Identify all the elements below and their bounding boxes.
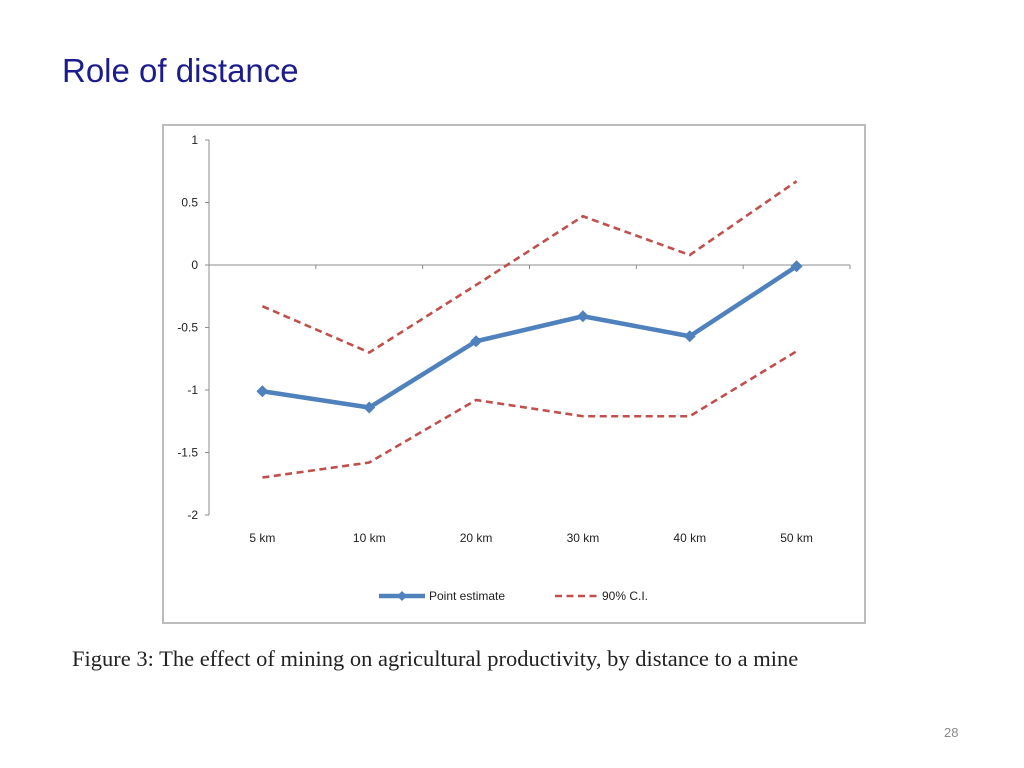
- ci-line: [262, 350, 798, 479]
- point-estimate-line: [260, 264, 799, 410]
- legend-point-estimate-label: Point estimate: [429, 589, 505, 603]
- x-tick-label: 10 km: [353, 531, 386, 545]
- figure-caption: Figure 3: The effect of mining on agricu…: [72, 646, 799, 671]
- point-estimate-marker: [256, 385, 269, 398]
- chart-frame: 1 0.5 0 -0.5 -1 -1.5 -2 5 km 10 km 20 km 30 km 40 k…: [162, 124, 866, 624]
- legend-point-estimate-marker: [397, 591, 407, 601]
- y-tick-label: -0.5: [177, 321, 198, 335]
- page-number: 28: [944, 725, 959, 740]
- x-tick-label: 40 km: [673, 531, 706, 545]
- y-tick-label: -1.5: [177, 446, 198, 460]
- y-tick-label: 1: [191, 133, 198, 147]
- y-tick-label: 0: [191, 258, 198, 272]
- x-tick-label: 20 km: [460, 531, 493, 545]
- y-tick-label: -2: [187, 508, 198, 522]
- slide-title: Role of distance: [62, 52, 299, 89]
- chart-legend: Point estimate 90% C.I.: [379, 589, 648, 603]
- point-estimate-marker: [363, 401, 376, 414]
- point-estimate-marker: [576, 310, 589, 323]
- chart-axes: 1 0.5 0 -0.5 -1 -1.5 -2 5 km 10 km 20 km 30 km 40 k…: [177, 133, 851, 545]
- chart-series: [256, 180, 803, 479]
- x-tick-label: 30 km: [567, 531, 600, 545]
- ci-line: [261, 180, 798, 354]
- x-tick-label: 50 km: [780, 531, 813, 545]
- y-tick-label: -1: [187, 383, 198, 397]
- line-chart: 1 0.5 0 -0.5 -1 -1.5 -2 5 km 10 km 20 km 30 km 40 k…: [177, 133, 851, 603]
- point-estimate-marker: [470, 335, 483, 348]
- x-tick-label: 5 km: [249, 531, 275, 545]
- point-estimate-marker: [790, 260, 803, 273]
- legend-ci-label: 90% C.I.: [602, 589, 648, 603]
- point-estimate-marker: [683, 330, 696, 343]
- y-tick-label: 0.5: [181, 196, 198, 210]
